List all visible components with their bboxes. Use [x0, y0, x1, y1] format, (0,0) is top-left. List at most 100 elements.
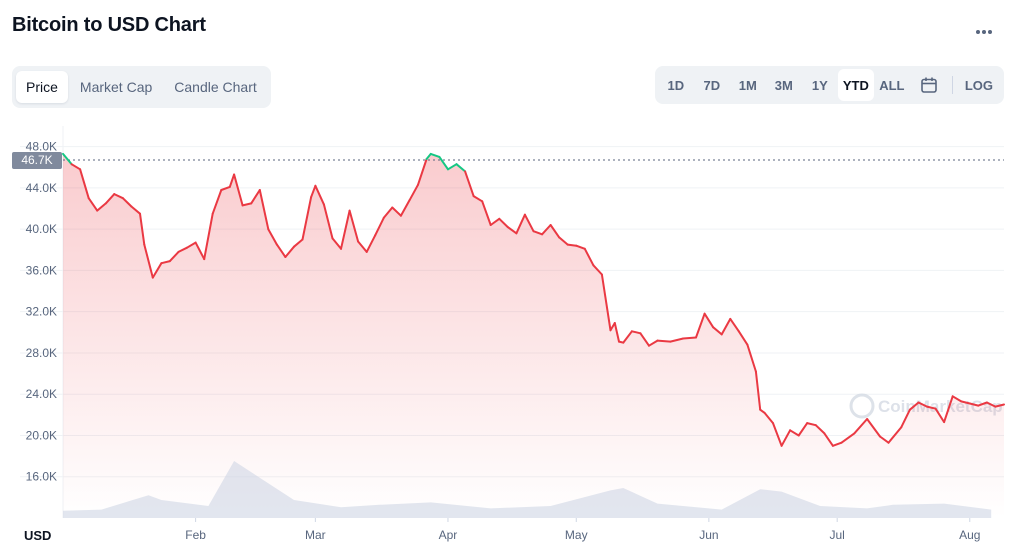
range-1y[interactable]: 1Y	[811, 77, 828, 93]
price-line-segment	[669, 337, 685, 343]
y-tick-label: 28.0K	[26, 346, 57, 360]
price-line-segment	[926, 405, 937, 410]
price-line-segment	[348, 209, 360, 243]
current-price-label: 46.7K	[21, 153, 52, 167]
price-line-segment	[498, 217, 509, 229]
price-line-segment	[908, 401, 920, 411]
price-line-segment	[301, 196, 313, 241]
y-tick-label: 40.0K	[26, 222, 57, 236]
price-line-segment	[267, 228, 278, 246]
price-line-segment	[357, 240, 368, 253]
x-tick-label: Apr	[439, 528, 458, 542]
price-line-segment	[340, 209, 351, 250]
tab-price[interactable]: Price	[16, 71, 68, 103]
price-line-segment	[879, 435, 890, 444]
range-1d[interactable]: 1D	[667, 77, 685, 93]
x-tick-label: Feb	[185, 528, 206, 542]
y-tick-label: 44.0K	[26, 181, 57, 195]
price-area	[63, 153, 1004, 518]
y-tick-label: 36.0K	[26, 263, 57, 277]
price-line-segment	[994, 403, 1005, 408]
price-line-segment	[481, 200, 492, 226]
price-line-segment	[168, 250, 180, 263]
price-line-segment	[763, 411, 774, 425]
price-line-segment	[754, 370, 762, 411]
tab-market-cap[interactable]: Market Cap	[79, 79, 153, 95]
range-7d[interactable]: 7D	[703, 77, 721, 93]
price-line-segment	[541, 224, 552, 236]
price-line-segment	[797, 422, 809, 437]
price-line-segment	[656, 339, 672, 343]
price-line-segment	[853, 418, 869, 435]
price-line-segment	[823, 432, 834, 447]
price-line-segment	[455, 163, 467, 173]
price-line-segment	[391, 206, 402, 217]
price-line-segment	[151, 262, 163, 279]
price-line-segment	[186, 241, 197, 249]
price-line-segment	[70, 163, 82, 171]
date-range-button[interactable]	[910, 69, 948, 101]
price-line-segment	[293, 238, 304, 248]
price-line-segment	[220, 185, 231, 191]
price-line-segment	[575, 244, 586, 250]
price-line-segment	[622, 330, 633, 344]
y-tick-label: 20.0K	[26, 428, 57, 442]
price-line-segment	[399, 199, 411, 217]
price-line-segment	[425, 152, 432, 160]
price-line-segment	[87, 197, 99, 212]
price-line-segment	[566, 243, 578, 247]
price-line-segment	[275, 243, 287, 258]
price-line-segment	[203, 212, 214, 261]
volume-area	[63, 461, 992, 518]
price-line-segment	[951, 395, 963, 403]
price-line-segment	[977, 401, 988, 407]
price-line-segment	[523, 213, 535, 233]
tab-candle-chart[interactable]: Candle Chart	[174, 79, 257, 95]
price-line-segment	[417, 158, 428, 186]
price-line-segment	[712, 326, 723, 336]
price-line-segment	[720, 317, 732, 336]
price-line-segment	[515, 213, 526, 235]
time-range-selector: 1D 7D 1M 3M 1Y YTD ALL LOG	[654, 66, 1004, 104]
price-line-segment	[233, 173, 244, 207]
price-line-segment	[630, 330, 642, 335]
price-line-segment	[489, 217, 501, 226]
price-line-segment	[648, 339, 659, 347]
price-line-segment	[447, 163, 458, 171]
price-line-segment	[772, 422, 783, 447]
price-line-segment	[532, 230, 544, 236]
current-price-tag: 46.7K	[12, 152, 62, 170]
price-line-segment	[194, 241, 206, 261]
price-line-segment	[143, 243, 154, 279]
toolbar-divider	[951, 76, 953, 94]
x-tick-label: Aug	[959, 528, 980, 542]
y-tick-label: 24.0K	[26, 387, 57, 401]
price-line-segment	[985, 401, 997, 408]
price-line-segment	[374, 216, 385, 237]
range-1m[interactable]: 1M	[738, 77, 757, 93]
price-line-segment	[789, 429, 800, 437]
price-line-segment	[160, 260, 171, 265]
price-line-segment	[314, 184, 325, 206]
price-line-segment	[934, 407, 946, 424]
range-3m[interactable]: 3M	[774, 77, 793, 93]
range-all[interactable]: ALL	[879, 77, 905, 93]
price-line-segment	[558, 236, 569, 246]
price-line-segment	[429, 152, 441, 158]
price-line-segment	[831, 441, 843, 447]
price-line-segment	[228, 173, 236, 188]
price-line-segment	[113, 193, 124, 200]
log-scale-toggle[interactable]: LOG	[964, 77, 993, 93]
price-line-segment	[737, 330, 749, 346]
y-tick-label: 16.0K	[26, 470, 57, 484]
price-line-segment	[62, 152, 73, 166]
price-line-segment	[968, 402, 980, 407]
price-line-segment	[583, 247, 595, 267]
more-options-button[interactable]	[972, 20, 996, 44]
price-line-segment	[866, 418, 881, 438]
chart-type-tabs: Price Market Cap Candle Chart	[12, 66, 271, 108]
price-line-segment	[840, 432, 856, 444]
range-ytd[interactable]: YTD	[837, 69, 874, 101]
price-line-segment	[729, 317, 740, 333]
